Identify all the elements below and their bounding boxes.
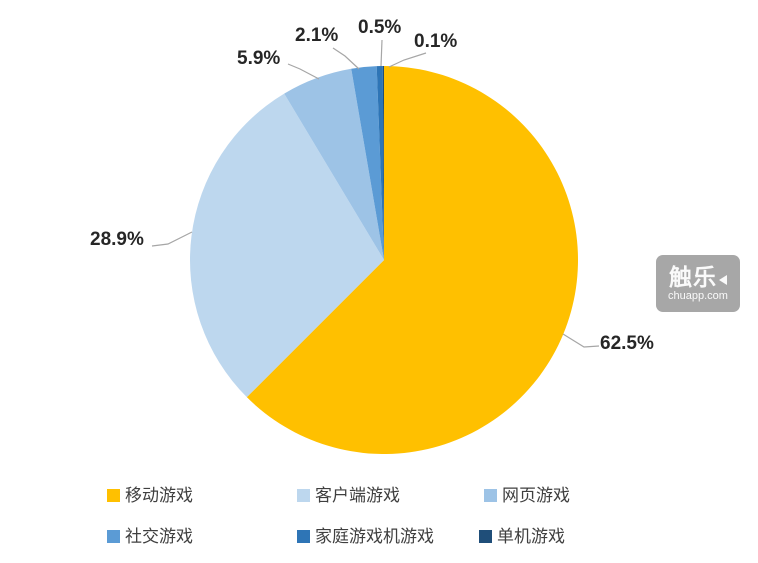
watermark-logo-text: 触乐 (669, 263, 717, 290)
leader-line-standalone-games (388, 52, 427, 68)
pie-slice-social-games[interactable] (351, 66, 384, 260)
pie-slice-standalone-games[interactable] (382, 66, 384, 260)
pie-slice-console-games[interactable] (376, 66, 384, 260)
legend-swatch-social-games (107, 530, 120, 543)
legend-label-standalone-games: 单机游戏 (497, 527, 565, 546)
legend-label-client-games: 客户端游戏 (315, 486, 400, 505)
data-label-standalone-games: 0.1% (414, 31, 458, 52)
legend-item-mobile-games[interactable]: 移动游戏 (107, 487, 193, 504)
leader-line-web-games (287, 63, 320, 80)
watermark-arrow-icon (719, 274, 727, 285)
pie-slice-web-games[interactable] (284, 68, 384, 261)
legend-label-console-games: 家庭游戏机游戏 (315, 527, 434, 546)
legend-item-standalone-games[interactable]: 单机游戏 (479, 528, 565, 545)
pie-slice-mobile-games[interactable] (246, 66, 578, 454)
legend-item-console-games[interactable]: 家庭游戏机游戏 (297, 528, 434, 545)
leader-line-mobile-games (562, 333, 600, 348)
data-label-console-games: 0.5% (358, 17, 402, 38)
legend-label-social-games: 社交游戏 (125, 527, 193, 546)
data-label-web-games: 5.9% (237, 48, 281, 69)
legend-label-mobile-games: 移动游戏 (125, 486, 193, 505)
legend-item-client-games[interactable]: 客户端游戏 (297, 487, 400, 504)
data-label-social-games: 2.1% (295, 25, 339, 46)
legend-swatch-standalone-games (479, 530, 492, 543)
legend-swatch-console-games (297, 530, 310, 543)
legend-swatch-client-games (297, 489, 310, 502)
data-label-client-games: 28.9% (90, 229, 144, 250)
legend-swatch-web-games (484, 489, 497, 502)
legend-item-web-games[interactable]: 网页游戏 (484, 487, 570, 504)
data-label-mobile-games: 62.5% (600, 333, 654, 354)
legend-item-social-games[interactable]: 社交游戏 (107, 528, 193, 545)
legend-swatch-mobile-games (107, 489, 120, 502)
legend-label-web-games: 网页游戏 (502, 486, 570, 505)
watermark-domain-text: chuapp.com (668, 289, 728, 302)
pie-slice-client-games[interactable] (189, 93, 384, 398)
watermark-badge: 触乐 chuapp.com (656, 255, 740, 312)
leader-line-client-games (151, 231, 193, 247)
leader-line-console-games (380, 39, 383, 67)
leader-line-social-games (332, 47, 360, 70)
